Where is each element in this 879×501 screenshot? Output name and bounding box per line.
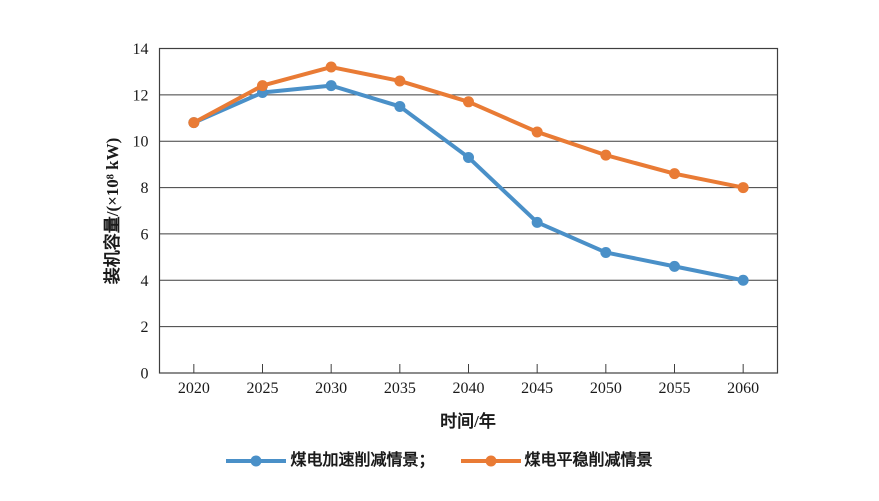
y-tick-label: 0	[141, 366, 149, 383]
steady-series-legend-marker-icon	[460, 455, 521, 467]
series-layer	[188, 61, 749, 286]
x-tick-label: 2055	[659, 380, 691, 397]
y-axis-title: 装机容量/(×10⁸ kW)	[102, 138, 122, 286]
data-point-accelerated	[531, 216, 543, 228]
y-tick-label: 14	[133, 41, 149, 58]
y-tick-label: 6	[141, 226, 149, 243]
data-point-steady	[325, 61, 337, 73]
legend-dot-icon	[485, 455, 496, 467]
x-tick-label: 2050	[590, 380, 622, 397]
data-point-steady	[463, 96, 474, 108]
legend-dot-icon	[250, 455, 262, 467]
data-point-steady	[188, 117, 200, 129]
data-point-accelerated	[463, 151, 474, 163]
data-point-steady	[394, 75, 406, 87]
legend-item-accelerated: 煤电加速削减情景；	[226, 452, 435, 469]
data-point-steady	[600, 149, 612, 161]
series-line-accelerated	[191, 83, 746, 283]
x-tick-label: 2030	[315, 380, 347, 397]
accelerated-series-legend-marker-icon	[226, 455, 287, 467]
x-tick-label: 2020	[178, 380, 210, 397]
x-tick-label: 2025	[247, 380, 279, 397]
data-point-steady	[531, 126, 543, 138]
legend-item-steady: 煤电平稳削减情景	[460, 452, 653, 469]
data-point-accelerated	[600, 246, 612, 258]
y-tick-label: 12	[133, 87, 149, 104]
legend-label-accelerated: 煤电加速削减情景；	[290, 452, 435, 469]
legend-label-steady: 煤电平稳削减情景	[524, 452, 653, 469]
series-line-steady	[191, 65, 746, 190]
data-point-steady	[257, 80, 268, 92]
data-point-accelerated	[737, 274, 749, 286]
y-tick-label: 4	[141, 273, 149, 290]
y-tick-label: 10	[133, 134, 149, 151]
data-point-steady	[737, 182, 749, 194]
x-tick-label: 2040	[453, 380, 485, 397]
chart-legend: 煤电加速削减情景； 煤电平稳削减情景	[0, 449, 879, 473]
data-point-accelerated	[325, 80, 337, 92]
x-axis-title: 时间/年	[440, 411, 496, 431]
x-tick-label: 2060	[727, 380, 759, 397]
x-tick-label: 2045	[521, 380, 553, 397]
y-tick-label: 8	[141, 180, 149, 197]
axis-layer: 0 2 4 6 8 10 12 14 2020 2025 2030 2035 2040 2045 2050 2…	[133, 41, 760, 397]
data-point-steady	[669, 168, 680, 180]
data-point-accelerated	[394, 100, 406, 112]
x-tick-label: 2035	[384, 380, 416, 397]
data-point-accelerated	[669, 260, 680, 272]
y-tick-label: 2	[141, 319, 149, 336]
